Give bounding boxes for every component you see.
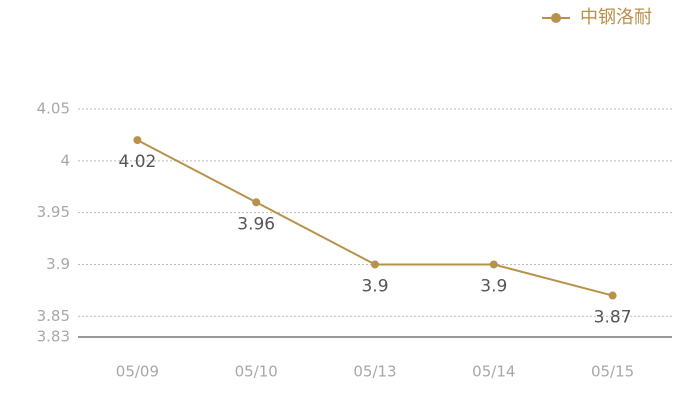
x-tick-label: 05/10 (235, 363, 278, 381)
data-label: 3.9 (480, 276, 507, 296)
y-tick-label: 3.95 (37, 203, 70, 221)
x-tick-label: 05/14 (472, 363, 515, 381)
x-tick-label: 05/15 (591, 363, 634, 381)
y-tick-label: 3.85 (37, 307, 70, 325)
data-label: 3.87 (594, 308, 632, 328)
y-tick-label: 4.05 (37, 100, 70, 118)
y-tick-label: 3.83 (37, 328, 70, 346)
y-tick-label: 4 (60, 151, 70, 169)
x-tick-label: 05/13 (353, 363, 396, 381)
y-tick-label: 3.9 (46, 255, 70, 273)
data-point (608, 291, 617, 300)
data-label: 3.9 (361, 276, 388, 296)
data-point (489, 260, 498, 269)
x-tick-label: 05/09 (116, 363, 159, 381)
legend-marker (551, 13, 561, 23)
data-point (371, 260, 379, 269)
data-label: 4.02 (118, 152, 156, 172)
data-label: 3.96 (237, 214, 275, 234)
data-point (252, 198, 261, 207)
data-point (133, 136, 142, 145)
series-line (136, 139, 613, 297)
legend-label: 中钢洛耐 (580, 7, 652, 28)
